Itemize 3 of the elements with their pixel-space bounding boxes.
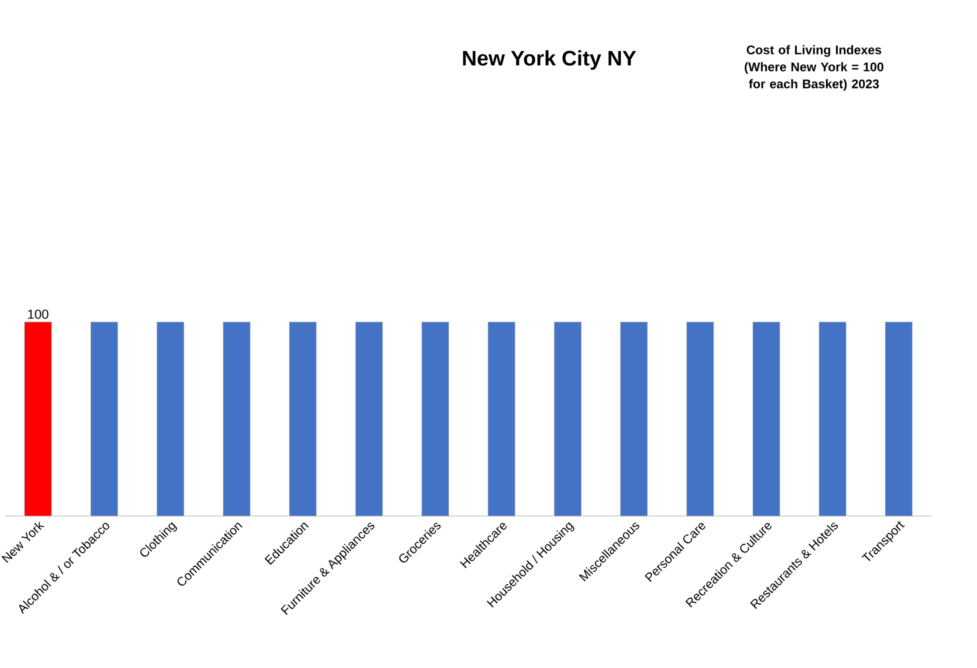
data-label: 100: [28, 310, 48, 319]
text: Cost of Living Indexes (Where New York = 100 for each Basket) 2023: [744, 45, 884, 91]
chart-title: New York City NY: [463, 50, 636, 70]
